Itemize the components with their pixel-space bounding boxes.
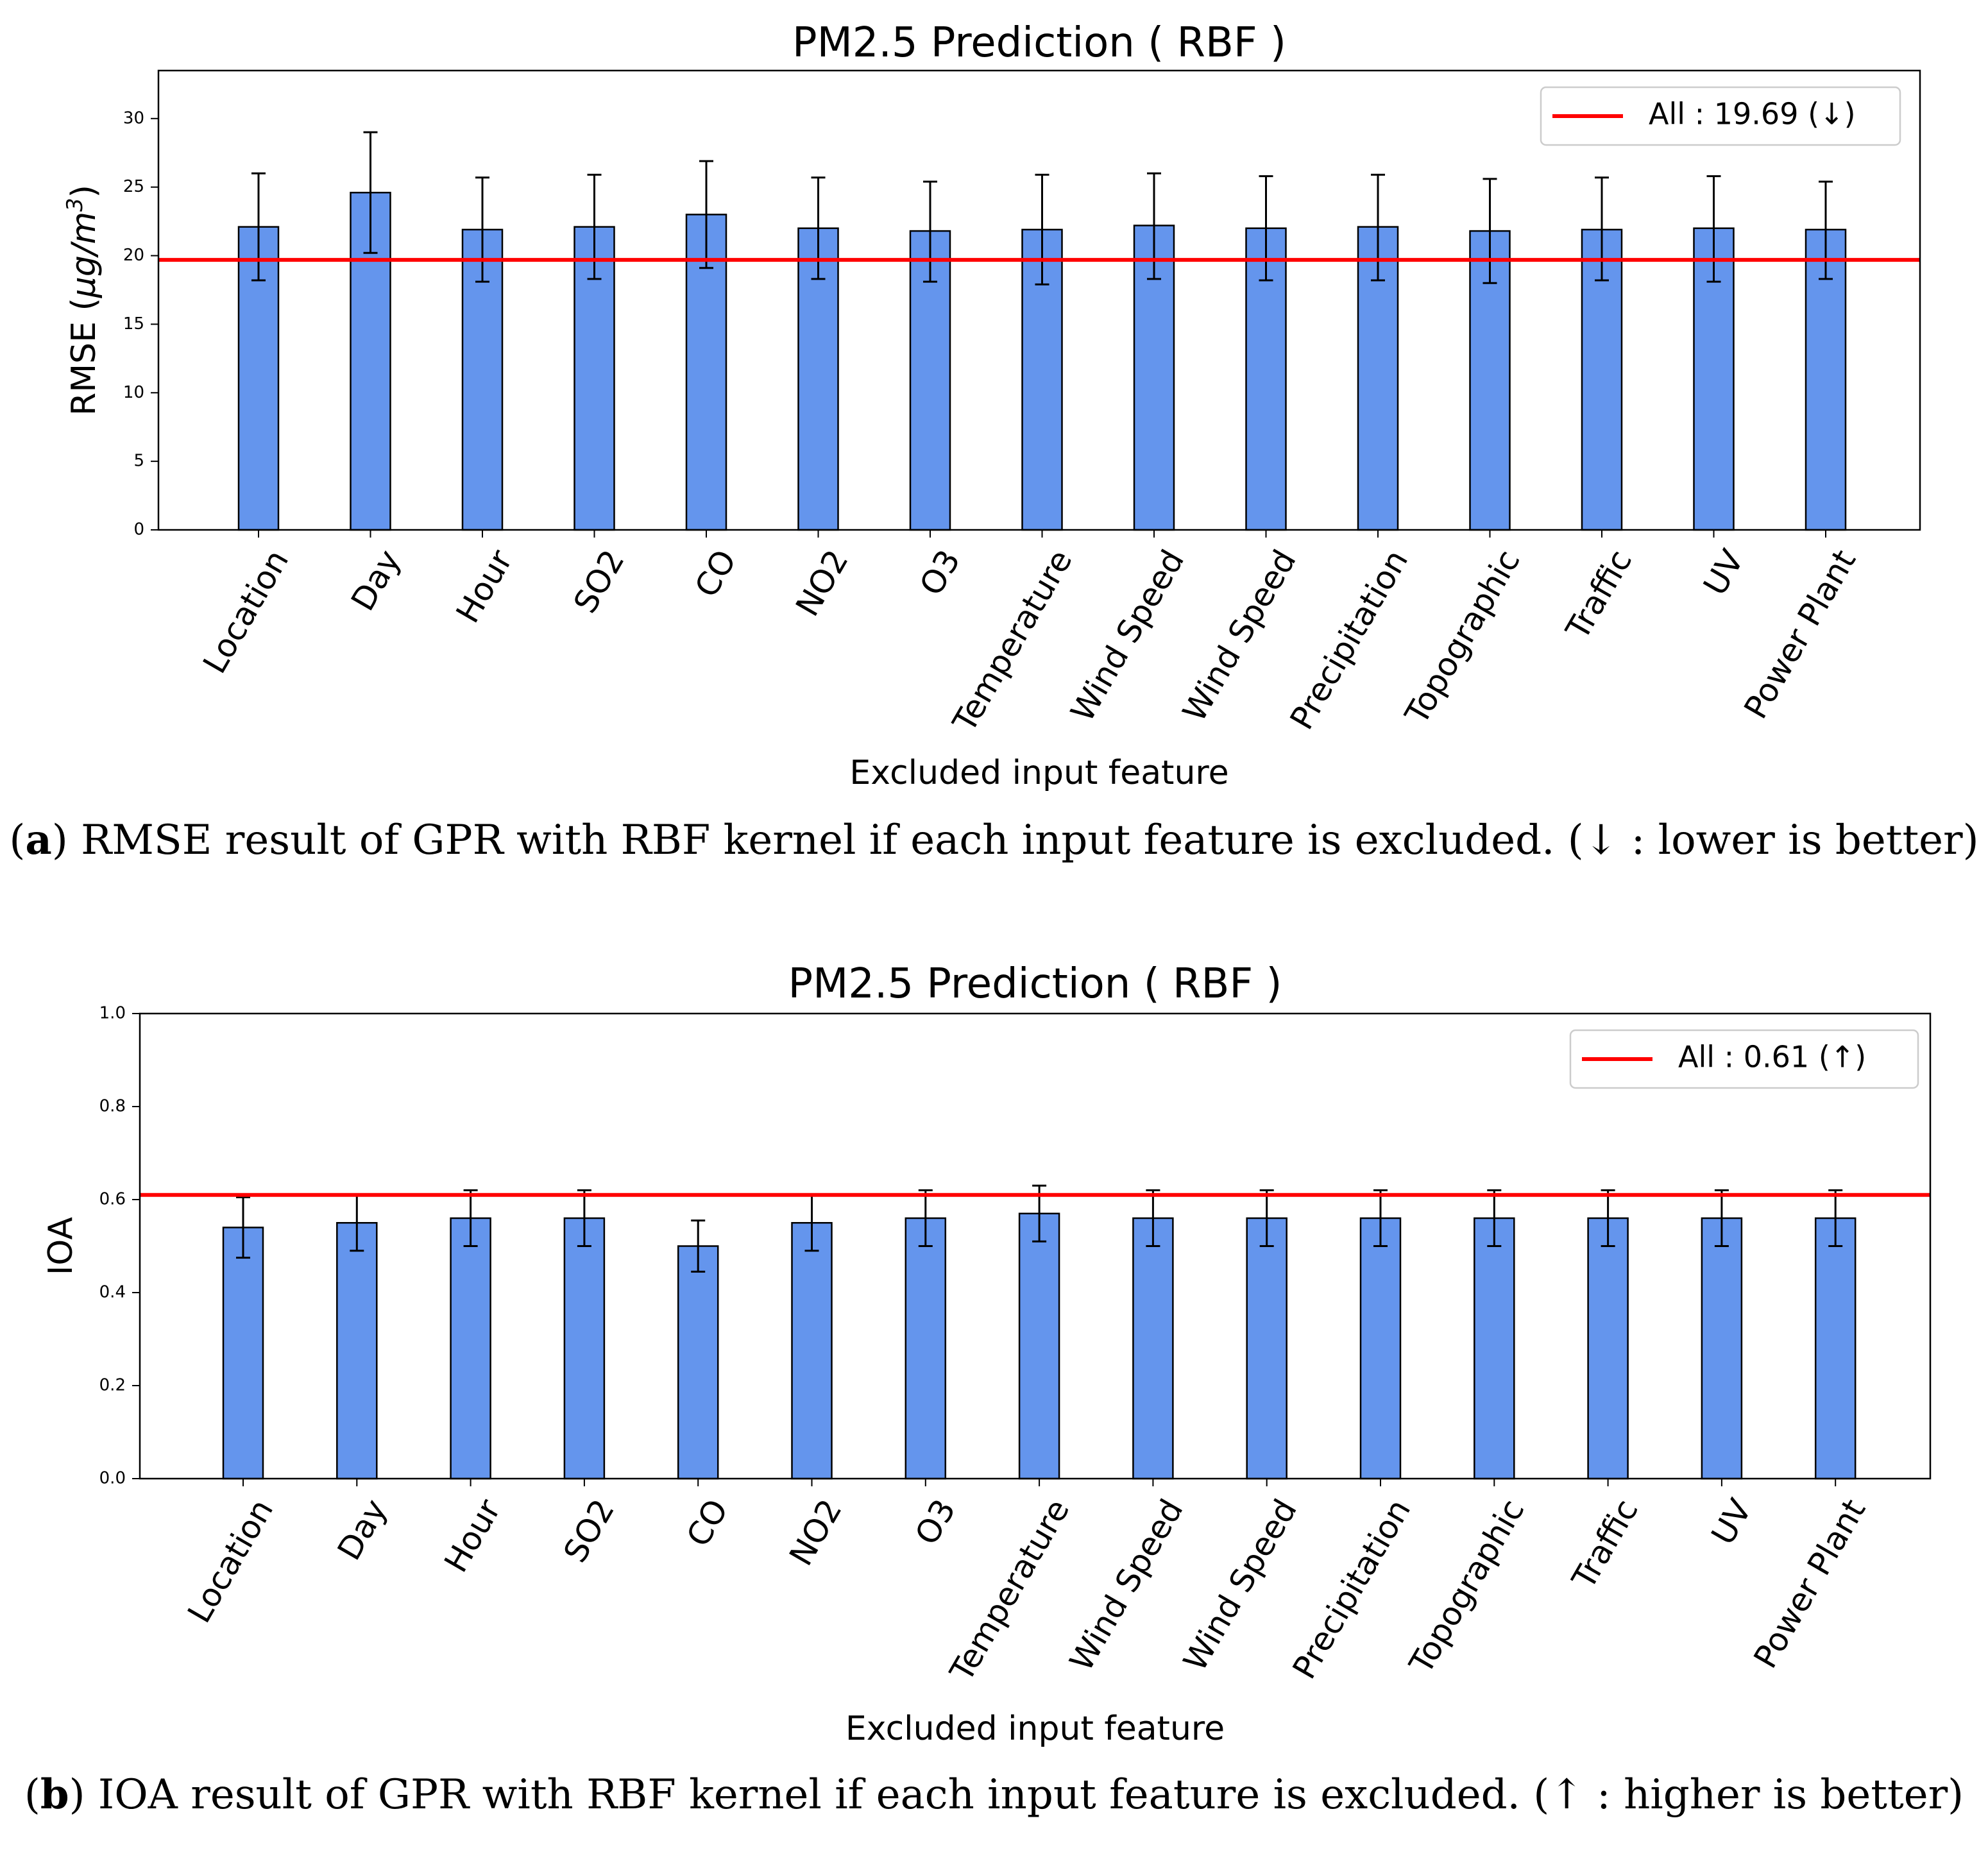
x-tick-label: Location xyxy=(180,1493,280,1629)
y-tick-label: 0.6 xyxy=(99,1190,126,1209)
y-tick-label: 0.8 xyxy=(99,1097,126,1116)
axes-frame xyxy=(139,1012,1932,1480)
caption-a-tag: a xyxy=(25,816,52,864)
bar-hour xyxy=(450,1217,491,1480)
y-tick-label: 1.0 xyxy=(99,1004,126,1023)
chart-title: PM2.5 Prediction ( RBF ) xyxy=(788,960,1282,1008)
x-tick-label: Hour xyxy=(437,1493,508,1579)
caption-b-text: IOA result of GPR with RBF kernel if eac… xyxy=(98,1771,1964,1819)
bar-o3 xyxy=(905,1217,947,1480)
bar-location xyxy=(222,1227,264,1480)
bar-day xyxy=(336,1222,378,1480)
y-tick-label: 5 xyxy=(133,452,144,471)
y-label-sup: 3 xyxy=(62,198,88,212)
bar-topographic xyxy=(1474,1217,1515,1480)
y-tick-label: 0 xyxy=(133,520,144,539)
y-tick-label: 0.4 xyxy=(99,1283,126,1302)
x-tick-label: O3 xyxy=(908,1493,963,1551)
legend-box xyxy=(1569,1029,1919,1089)
y-tick-label: 20 xyxy=(123,246,144,265)
legend-label: All : 19.69 (↓) xyxy=(1649,97,1856,132)
x-axis-label: Excluded input feature xyxy=(845,1710,1225,1748)
bar-wind-speed xyxy=(1132,1217,1174,1480)
bar-so2 xyxy=(563,1217,606,1480)
y-tick-label: 25 xyxy=(123,177,144,196)
caption-a: (a) RMSE result of GPR with RBF kernel i… xyxy=(9,816,1979,864)
legend-label: All : 0.61 (↑) xyxy=(1678,1040,1866,1074)
x-tick-label: Precipitation xyxy=(1286,1493,1418,1685)
legend-box xyxy=(1540,86,1901,146)
x-tick-label: Day xyxy=(330,1493,395,1567)
axes-frame xyxy=(157,69,1921,531)
x-tick-label: Traffic xyxy=(1565,1493,1645,1595)
bar-traffic xyxy=(1587,1217,1629,1480)
x-axis-label: Excluded input feature xyxy=(849,754,1228,792)
caption-b: (b) IOA result of GPR with RBF kernel if… xyxy=(24,1770,1964,1819)
y-tick-label: 30 xyxy=(123,108,144,128)
bar-power-plant xyxy=(1814,1217,1856,1480)
caption-b-tag: b xyxy=(40,1770,69,1819)
x-tick-label: Temperature xyxy=(942,1493,1076,1688)
bar-precipitation xyxy=(1359,1217,1402,1480)
chart-title: PM2.5 Prediction ( RBF ) xyxy=(792,19,1286,67)
y-axis-label: RMSE (μg/m3) xyxy=(62,185,103,416)
y-tick-label: 0.0 xyxy=(99,1469,126,1488)
y-label-close: ) xyxy=(65,185,103,198)
caption-a-text: RMSE result of GPR with RBF kernel if ea… xyxy=(81,817,1979,864)
bar-co xyxy=(677,1245,719,1480)
bar-wind-speed xyxy=(1246,1217,1287,1480)
y-tick-label: 10 xyxy=(123,383,144,402)
chart-1-group: PM2.5 Prediction ( RBF ) Location Day Hour S… xyxy=(42,960,1932,1748)
y-axis-label: IOA xyxy=(42,1217,80,1275)
x-tick-label: NO2 xyxy=(782,1493,849,1572)
x-tick-label: Power Plant xyxy=(1747,1493,1873,1674)
y-label-main: RMSE ( xyxy=(65,298,103,416)
x-tick-label: Wind Speed xyxy=(1177,1493,1304,1677)
bar-temperature xyxy=(1018,1212,1060,1480)
y-tick-label: 15 xyxy=(123,314,144,334)
bar-no2 xyxy=(791,1222,833,1480)
chart-rmse: PM2.5 Prediction ( RBF )Location Day Hour S… xyxy=(62,19,1921,792)
x-tick-label: CO xyxy=(679,1493,735,1552)
y-tick-label: 0.2 xyxy=(99,1376,126,1395)
x-tick-label: UV xyxy=(1704,1493,1760,1550)
x-tick-label: Topographic xyxy=(1402,1493,1531,1680)
y-label-unit: μg/m xyxy=(65,212,103,298)
bar-uv xyxy=(1701,1217,1743,1480)
x-tick-label: SO2 xyxy=(556,1493,622,1568)
x-tick-label: Wind Speed xyxy=(1062,1493,1190,1677)
